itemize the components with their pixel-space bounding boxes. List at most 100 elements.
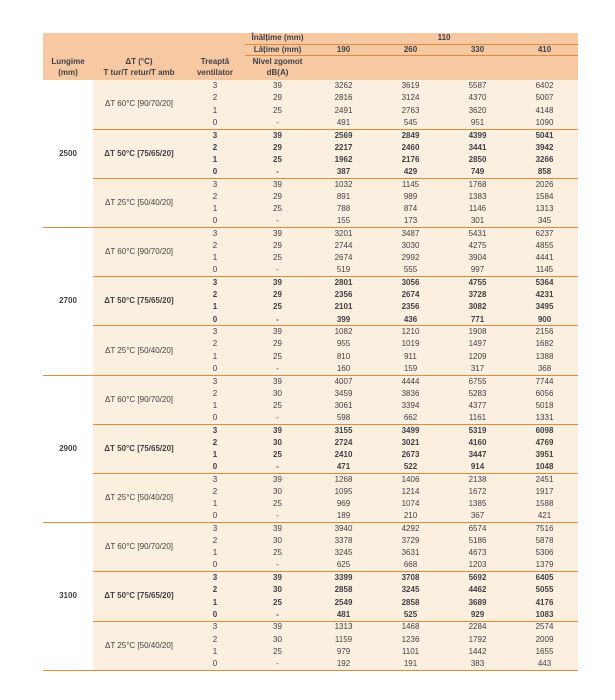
- value-cell: 6237: [511, 227, 579, 240]
- table-row: 0-481 525 929 1083: [43, 608, 579, 622]
- value-cell: 989: [377, 190, 444, 203]
- value-cell: 189: [310, 510, 377, 524]
- table-row: 0-192 191 383 443: [43, 657, 579, 671]
- zgomot-cell: 39: [245, 424, 310, 437]
- value-cell: 2156: [511, 325, 579, 339]
- value-cell: 5692: [444, 571, 511, 585]
- width-col-header: 410: [511, 44, 579, 56]
- value-cell: 771: [444, 313, 511, 327]
- value-cell: 2849: [377, 129, 444, 142]
- inaltime-value: 110: [310, 33, 579, 45]
- value-cell: 2674: [377, 289, 444, 302]
- treapta-cell: 0: [185, 215, 245, 229]
- treapta-cell: 2: [185, 633, 245, 646]
- delta-t-label: ΔT 50°C [75/65/20]: [93, 276, 185, 327]
- value-cell: 2138: [444, 473, 511, 486]
- value-cell: 1203: [444, 559, 511, 573]
- value-cell: 6056: [511, 387, 579, 400]
- table-row: 1 25 788 874 1146 1313: [43, 202, 579, 216]
- value-cell: 155: [310, 215, 377, 229]
- value-cell: 301: [444, 215, 511, 229]
- value-cell: 911: [377, 350, 444, 363]
- treapta-cell: 2: [185, 436, 245, 449]
- zgomot-cell: 29: [245, 289, 310, 302]
- table-body: 2500 ΔT 60°C [90/70/20] 3 39 3262 3619 5587 640…: [43, 80, 579, 671]
- value-cell: 4275: [444, 239, 511, 253]
- value-cell: 2356: [377, 301, 444, 314]
- zgomot-cell: 25: [245, 498, 310, 511]
- zgomot-cell: 30: [245, 387, 310, 400]
- value-cell: 5018: [511, 399, 579, 413]
- treapta-cell: 1: [185, 301, 245, 314]
- value-cell: 3499: [377, 424, 444, 437]
- value-cell: 5186: [444, 534, 511, 548]
- value-cell: 4370: [444, 92, 511, 105]
- value-cell: 5878: [511, 534, 579, 548]
- value-cell: 481: [310, 608, 377, 622]
- zgomot-cell: 25: [245, 153, 310, 167]
- value-cell: 4441: [511, 252, 579, 265]
- treapta-cell: 1: [185, 498, 245, 511]
- value-cell: 3708: [377, 571, 444, 585]
- zgomot-cell: 25: [245, 448, 310, 462]
- treapta-cell: 2: [185, 141, 245, 154]
- value-cell: 2801: [310, 276, 377, 290]
- table-row: 3100 ΔT 60°C [90/70/20] 3 39 3940 4292 6574 751…: [43, 522, 579, 671]
- value-cell: 317: [444, 362, 511, 376]
- table-row: 2 30 1159 1236 1792 2009: [43, 633, 579, 646]
- value-cell: 1048: [511, 461, 579, 475]
- treapta-cell: 3: [185, 325, 245, 339]
- value-cell: 2858: [310, 584, 377, 597]
- treapta-cell: 3: [185, 424, 245, 437]
- table-row: ΔT 50°C [75/65/20] 3 39 3399 3708 5692 6405: [43, 571, 579, 622]
- lungime-value: 2700: [43, 227, 93, 376]
- zgomot-cell: -: [245, 412, 310, 425]
- value-cell: 7744: [511, 375, 579, 388]
- delta-t-label: ΔT 60°C [90/70/20]: [93, 522, 185, 573]
- zgomot-cell: 39: [245, 522, 310, 535]
- value-cell: 367: [444, 510, 511, 524]
- value-cell: 6402: [511, 80, 579, 93]
- value-cell: 210: [377, 510, 444, 524]
- value-cell: 2451: [511, 473, 579, 486]
- zgomot-cell: 39: [245, 375, 310, 388]
- delta-t-label: ΔT 60°C [90/70/20]: [93, 375, 185, 425]
- treapta-cell: 3: [185, 522, 245, 535]
- table-row: 1 25 2491 2763 3620 4148: [43, 104, 579, 117]
- value-cell: 1145: [377, 178, 444, 191]
- value-cell: 1146: [444, 202, 511, 216]
- value-cell: 4377: [444, 399, 511, 413]
- value-cell: 471: [310, 461, 377, 475]
- table-row: 2 30 2724 3021 4160 4769: [43, 436, 579, 449]
- value-cell: 3904: [444, 252, 511, 265]
- zgomot-cell: -: [245, 608, 310, 622]
- zgomot-cell: 29: [245, 141, 310, 154]
- value-cell: 4855: [511, 239, 579, 253]
- value-cell: 1313: [511, 202, 579, 216]
- table-row: 2 30 3459 3836 5283 6056: [43, 387, 579, 400]
- value-cell: 525: [377, 608, 444, 622]
- value-cell: 1962: [310, 153, 377, 167]
- table-row: 2 29 2356 2674 3728 4231: [43, 289, 579, 302]
- table-row: 1 25 1962 2176 2850 3266: [43, 153, 579, 167]
- table-row: ΔT 50°C [75/65/20] 3 39 3155 3499 5319 6098: [43, 424, 579, 475]
- value-cell: 3378: [310, 534, 377, 548]
- value-cell: 6574: [444, 522, 511, 535]
- value-cell: 3619: [377, 80, 444, 93]
- table-row: 2 30 1095 1214 1672 1917: [43, 485, 579, 499]
- table-row: 2 30 2858 3245 4462 5055: [43, 584, 579, 597]
- zgomot-cell: -: [245, 215, 310, 229]
- zgomot-cell: 30: [245, 436, 310, 449]
- table-row: 2 29 955 1019 1497 1682: [43, 338, 579, 351]
- value-cell: 2724: [310, 436, 377, 449]
- value-cell: 191: [377, 657, 444, 671]
- treapta-cell: 3: [185, 178, 245, 191]
- value-cell: 951: [444, 116, 511, 130]
- value-cell: 3124: [377, 92, 444, 105]
- treapta-cell: 2: [185, 534, 245, 548]
- zgomot-cell: -: [245, 362, 310, 376]
- value-cell: 4462: [444, 584, 511, 597]
- treapta-cell: 0: [185, 166, 245, 179]
- value-cell: 4673: [444, 547, 511, 560]
- treapta-cell: 0: [185, 657, 245, 671]
